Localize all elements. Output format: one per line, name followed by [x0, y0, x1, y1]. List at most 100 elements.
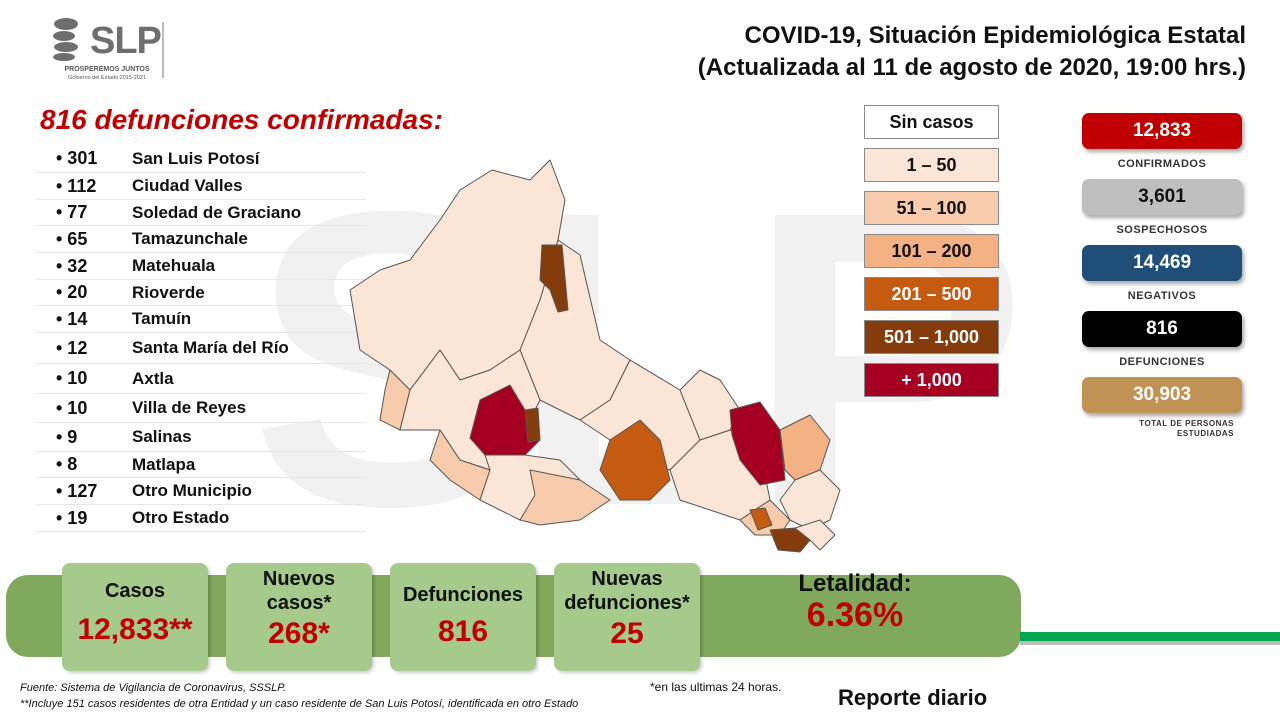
death-row: • 127 Otro Municipio — [36, 478, 366, 505]
stat-value: 12,833 — [1082, 113, 1242, 149]
stat-value: 3,601 — [1082, 179, 1242, 215]
new-deaths-label: Nuevas defunciones* — [564, 568, 690, 614]
death-count: • 32 — [56, 255, 88, 276]
legend-item: 501 – 1,000 — [864, 320, 999, 354]
new-deaths-value: 25 — [610, 617, 644, 650]
death-row: • 10 Villa de Reyes — [36, 394, 366, 423]
stat-label: CONFIRMADOS — [1117, 158, 1207, 170]
death-row: • 32 Matehuala — [36, 253, 366, 280]
legend-item: 101 – 200 — [864, 234, 999, 268]
death-count: • 127 — [56, 480, 98, 501]
new-cases-value: 268* — [268, 617, 330, 650]
legend-item: 1 – 50 — [864, 148, 999, 182]
logo-text: SLP — [90, 20, 162, 62]
lethality-block: Letalidad: 6.36% — [740, 572, 970, 635]
stat-label: NEGATIVOS — [1127, 290, 1197, 302]
legend-item: 51 – 100 — [864, 191, 999, 225]
stat-value: 816 — [1082, 311, 1242, 347]
death-count: • 20 — [56, 282, 88, 302]
death-count: • 9 — [56, 426, 78, 447]
death-municipality: Ciudad Valles — [132, 176, 243, 195]
death-count: • 10 — [56, 368, 88, 388]
map-region-rioverde — [599, 419, 671, 501]
title-line-1: COVID-19, Situación Epidemiológica Estat… — [744, 22, 1246, 49]
cases-value: 12,833** — [77, 613, 193, 646]
new-deaths-card: Nuevas defunciones* 25 — [554, 563, 700, 671]
map-region-ciudad-valles — [729, 401, 786, 486]
title-line-2: (Actualizada al 11 de agosto de 2020, 19… — [697, 54, 1246, 81]
death-municipality: Otro Estado — [132, 508, 230, 527]
death-row: • 77 Soledad de Graciano — [36, 200, 366, 226]
death-row: • 112 Ciudad Valles — [36, 173, 366, 200]
logo-government: Gobierno del Estado 2015-2021 — [68, 75, 146, 81]
death-municipality: Tamuín — [132, 309, 192, 328]
page-title: COVID-19, Situación Epidemiológica Estat… — [698, 20, 1246, 84]
death-count: • 8 — [56, 454, 78, 474]
map-region-tamuin — [779, 414, 831, 481]
death-count: • 65 — [56, 228, 88, 249]
stat-label: TOTAL DE PERSONAS ESTUDIADAS — [1139, 419, 1234, 438]
new-cases-card: Nuevos casos* 268* — [226, 563, 372, 671]
death-count: • 77 — [56, 202, 88, 222]
death-count: • 10 — [56, 397, 88, 418]
death-municipality: Matehuala — [132, 256, 216, 275]
death-municipality: Villa de Reyes — [132, 398, 247, 417]
lethality-value: 6.36% — [806, 596, 904, 634]
stats-panel: 12,833 CONFIRMADOS 3,601 SOSPECHOSOS 14,469 N… — [1082, 113, 1242, 445]
logo-slogan: PROSPEREMOS JUNTOS — [64, 66, 150, 73]
footer-note: **Incluye 151 casos residentes de otra E… — [20, 698, 579, 710]
stat-value: 30,903 — [1082, 377, 1242, 413]
deaths-by-municipality-list: • 301 San Luis Potosí • 112 Ciudad Valles • … — [36, 145, 366, 532]
death-count: • 301 — [56, 148, 98, 168]
cases-label: Casos — [104, 580, 166, 602]
deaths-label: Defunciones — [402, 584, 524, 606]
death-row: • 12 Santa María del Río — [36, 333, 366, 364]
death-municipality: Rioverde — [132, 282, 205, 302]
map-region-tamazunchale — [769, 527, 811, 553]
death-row: • 65 Tamazunchale — [36, 226, 366, 253]
slp-logo: SLP PROSPEREMOS JUNTOS Gobierno del Esta… — [52, 16, 172, 82]
state-map — [349, 159, 841, 553]
death-row: • 8 Matlapa — [36, 452, 366, 478]
death-municipality: Salinas — [132, 427, 192, 446]
death-municipality: Matlapa — [132, 454, 196, 474]
stat-label: SOSPECHOSOS — [1116, 224, 1208, 236]
death-count: • 19 — [56, 507, 88, 528]
map-region-matehuala — [539, 244, 569, 313]
cases-card: Casos 12,833** — [62, 563, 208, 671]
death-municipality: Soledad de Graciano — [132, 202, 302, 222]
slp-emblem-icon — [53, 18, 78, 61]
deaths-value: 816 — [437, 615, 489, 648]
death-municipality: Axtla — [132, 368, 174, 388]
logo-divider — [162, 22, 164, 78]
gray-accent-line — [1020, 641, 1280, 645]
legend-item: + 1,000 — [864, 363, 999, 397]
stat-value: 14,469 — [1082, 245, 1242, 281]
deaths-card: Defunciones 816 — [390, 563, 536, 671]
death-row: • 9 Salinas — [36, 423, 366, 452]
legend-item: 201 – 500 — [864, 277, 999, 311]
death-municipality: San Luis Potosí — [132, 148, 260, 168]
daily-report-label: Reporte diario — [838, 685, 988, 710]
death-count: • 112 — [56, 175, 97, 196]
death-row: • 301 San Luis Potosí — [36, 145, 366, 173]
map-region-soledad — [524, 407, 541, 443]
death-row: • 19 Otro Estado — [36, 505, 366, 532]
footer-last-24h: *en las ultimas 24 horas. — [650, 680, 782, 694]
death-row: • 14 Tamuín — [36, 306, 366, 333]
footer-source: Fuente: Sistema de Vigilancia de Coronav… — [20, 682, 287, 694]
map-region-santa-maria — [519, 469, 611, 526]
deaths-heading: 816 defunciones confirmadas: — [40, 104, 444, 135]
map-region-west-salinas — [379, 369, 411, 431]
stat-label: DEFUNCIONES — [1119, 356, 1205, 368]
lethality-label: Letalidad: — [798, 570, 912, 597]
map-legend: Sin casos 1 – 50 51 – 100 101 – 200 201 – 50… — [864, 105, 999, 406]
death-count: • 12 — [56, 337, 88, 358]
new-cases-label: Nuevos casos* — [262, 568, 336, 614]
map-region-san-luis-potosi — [469, 384, 541, 456]
death-row: • 10 Axtla — [36, 364, 366, 394]
green-accent-line — [1020, 632, 1280, 641]
legend-item: Sin casos — [864, 105, 999, 139]
death-count: • 14 — [56, 308, 88, 329]
death-row: • 20 Rioverde — [36, 280, 366, 306]
